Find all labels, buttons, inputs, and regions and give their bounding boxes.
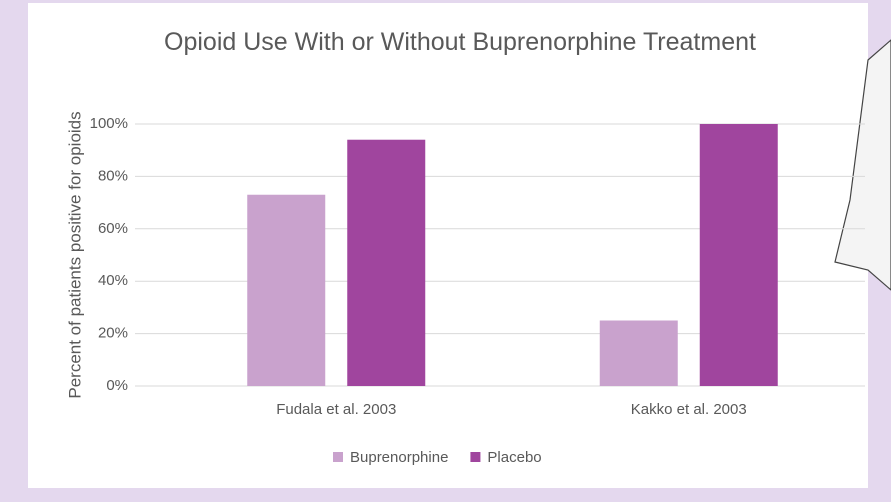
legend-label: Placebo [487,449,541,466]
x-tick-label: Kakko et al. 2003 [631,401,747,418]
legend-swatch [333,452,343,462]
legend-label: Buprenorphine [350,449,448,466]
y-tick-label: 80% [98,167,128,184]
y-tick-label: 0% [106,377,128,394]
y-axis-label: Percent of patients positive for opioids [65,111,84,398]
legend-swatch [470,452,481,462]
x-tick-label: Fudala et al. 2003 [276,401,396,418]
bar [347,139,426,386]
chart-title: Opioid Use With or Without Buprenorphine… [164,28,756,56]
bar [247,194,326,386]
y-tick-label: 40% [98,272,128,289]
bar [599,320,678,386]
y-tick-label: 20% [98,325,128,342]
map-decoration [834,39,891,291]
bar [699,124,778,386]
y-tick-label: 100% [90,115,128,132]
y-tick-label: 60% [98,220,128,237]
